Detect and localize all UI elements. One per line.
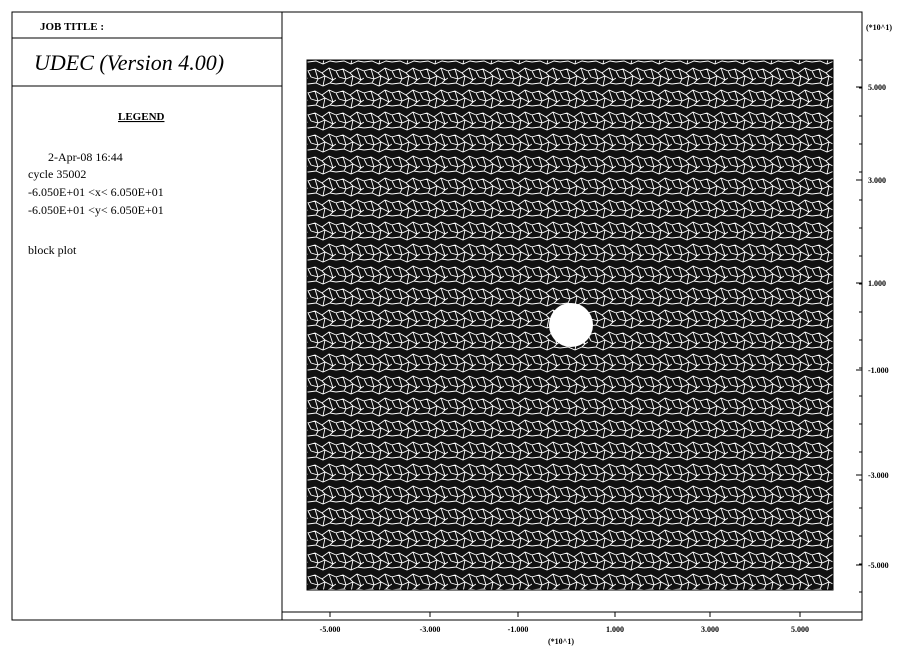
- legend-cycle: cycle 35002: [28, 167, 86, 181]
- legend-plot-name: block plot: [28, 243, 77, 257]
- program-title: UDEC (Version 4.00): [34, 50, 224, 75]
- job-title: JOB TITLE :: [40, 21, 104, 33]
- x-tick-label: 3.000: [701, 625, 719, 634]
- udec-plot: JOB TITLE : UDEC (Version 4.00) LEGEND 2…: [0, 0, 909, 650]
- y-tick-label: 5.000: [868, 83, 886, 92]
- y-tick-label: -3.000: [868, 471, 889, 480]
- y-tick-label: -1.000: [868, 366, 889, 375]
- y-tick-label: 3.000: [868, 176, 886, 185]
- x-scale: (*10^1): [548, 637, 574, 646]
- legend-date: 2-Apr-08 16:44: [48, 150, 123, 164]
- x-tick-label: -5.000: [320, 625, 341, 634]
- x-tick-label: -3.000: [420, 625, 441, 634]
- x-tick-label: 1.000: [606, 625, 624, 634]
- y-scale: (*10^1): [866, 23, 892, 32]
- x-tick-label: -1.000: [508, 625, 529, 634]
- legend-x-range: -6.050E+01 <x< 6.050E+01: [28, 185, 164, 199]
- y-tick-label: 1.000: [868, 279, 886, 288]
- tunnel-opening: [549, 303, 593, 347]
- legend-y-range: -6.050E+01 <y< 6.050E+01: [28, 203, 164, 217]
- legend-title: LEGEND: [118, 111, 165, 123]
- x-tick-label: 5.000: [791, 625, 809, 634]
- y-tick-label: -5.000: [868, 561, 889, 570]
